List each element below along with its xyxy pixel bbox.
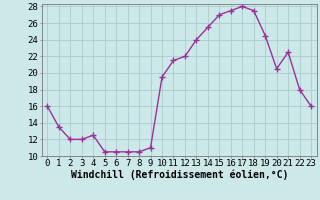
X-axis label: Windchill (Refroidissement éolien,°C): Windchill (Refroidissement éolien,°C) [70,170,288,180]
